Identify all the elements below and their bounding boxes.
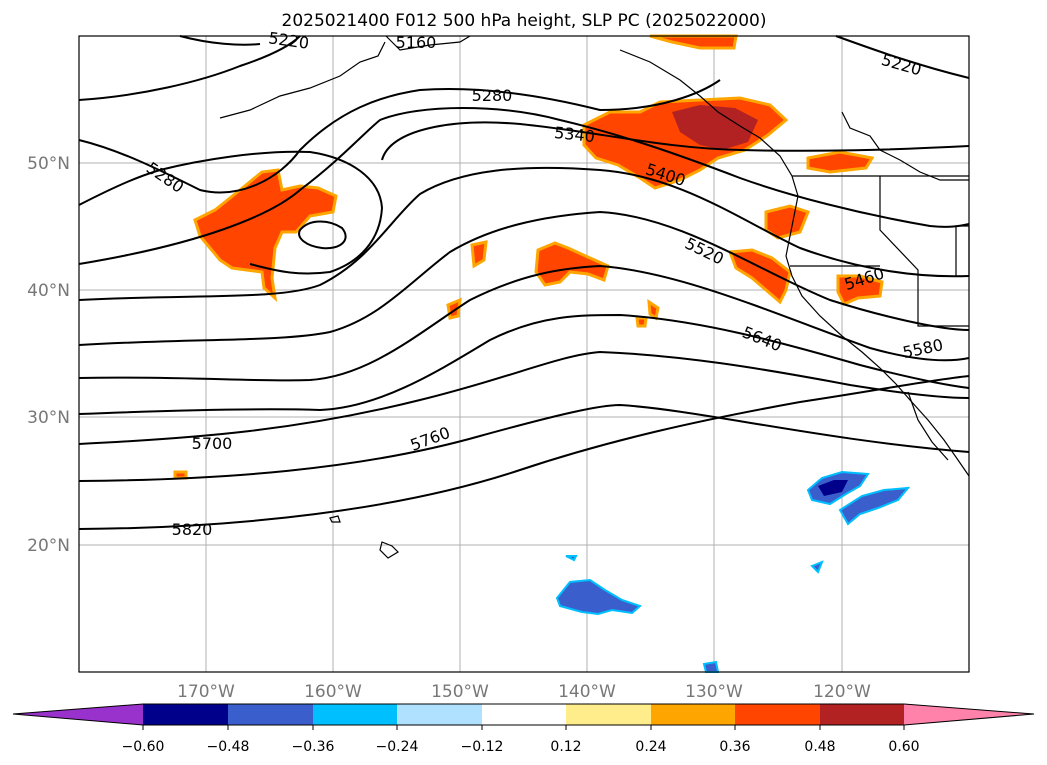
anomaly-blob-small-3 [635,316,648,328]
border-canada-a [841,111,969,181]
map-panel: 5220 5160 5220 5280 5280 5340 5400 5520 … [78,28,970,673]
colorbar-tick-label: −0.12 [461,739,504,755]
anomaly-max-mexico [818,480,848,496]
coast-hawaii [379,541,399,559]
colorbar-tick-label: 0.12 [550,739,581,755]
colorbar-tick-label: 0.60 [888,739,919,755]
colorbar-segment [482,704,566,725]
lat-label: 40°N [27,281,70,301]
anomaly-blob-small-2 [446,297,462,320]
coast-aleutians [219,41,386,119]
lat-label: 30°N [27,408,70,428]
contour-low-center [298,220,347,250]
colorbar-tick-label: −0.60 [122,739,165,755]
contour-5340-east [381,121,970,161]
anomaly-blob-small-8 [702,660,720,673]
coastlines [219,35,970,559]
longitude-labels: 170°W 160°W 150°W 140°W 130°W 120°W [177,682,871,702]
colorbar-tick-label: 0.36 [719,739,750,755]
contour-5640 [78,313,970,415]
contour-5400 [78,107,970,265]
lat-label: 20°N [27,536,70,556]
colorbar-segment [566,704,651,725]
anomaly-blob-mexico-2 [838,486,911,526]
graticule [79,36,969,672]
colorbar-ticks [142,725,905,730]
contour-5340 [78,150,384,275]
anomaly-negative [555,470,911,673]
anomaly-blob-small-1 [470,240,488,269]
contour-5280 [78,79,721,194]
lat-label: 50°N [27,154,70,174]
colorbar-tick-label: 0.48 [804,739,835,755]
lon-label: 130°W [685,682,743,702]
contour-label: 5160 [396,33,437,52]
contour-label: 5340 [553,123,595,146]
lon-label: 160°W [304,682,362,702]
lon-label: 120°W [813,682,871,702]
anomaly-blob-canada [806,150,875,174]
contour-5700 [78,350,970,445]
map-background [79,36,969,672]
anomaly-positive [173,34,884,480]
colorbar-tick-label: −0.48 [207,739,250,755]
contour-5520 [78,210,970,346]
contour-label: 5280 [472,86,513,105]
colorbar: −0.60 −0.48 −0.36 −0.24 −0.12 0.12 0.24 … [12,703,1035,755]
coast-west-north-america [619,49,970,477]
colorbar-segment [651,704,735,725]
lon-label: 170°W [177,682,235,702]
contour-label: 5820 [172,520,213,539]
colorbar-segment [397,704,482,725]
colorbar-segment [313,704,397,725]
anomaly-blob-south [555,578,642,616]
anomaly-blob-north-pacific [193,168,338,302]
colorbar-segment [735,704,820,725]
colorbar-extend-high [904,704,1034,725]
anomaly-blob-california [727,248,792,305]
anomaly-blob-small-7 [565,555,578,562]
anomaly-blob-small-6 [810,560,824,574]
colorbar-tick-label: −0.36 [292,739,335,755]
coast-baja [907,391,949,461]
anomaly-blob-central [534,241,610,287]
lon-label: 140°W [558,682,616,702]
anomaly-blob-nevada [836,274,884,306]
colorbar-tick-labels: −0.60 −0.48 −0.36 −0.24 −0.12 0.12 0.24 … [122,739,920,755]
colorbar-extend-low [13,704,143,725]
colorbar-tick-label: −0.24 [376,739,419,755]
anomaly-max-gulf-of-alaska [672,105,758,150]
contour-5220-west [78,35,301,101]
contour-5460 [78,166,970,301]
map-frame [78,35,970,673]
height-contours [78,35,970,530]
colorbar-segment [820,704,904,725]
colorbar-segment [143,704,228,725]
colorbar-segment [228,704,313,725]
colorbar-tick-label: 0.24 [635,739,666,755]
anomaly-blob-small-5 [173,470,188,480]
lon-label: 150°W [431,682,489,702]
figure-title: 2025021400 F012 500 hPa height, SLP PC (… [282,11,767,31]
contour-5760 [78,403,970,482]
latitude-labels: 50°N 40°N 30°N 20°N [27,154,70,556]
coast-hawaii-2 [329,515,341,523]
contour-label: 5700 [192,434,233,453]
contour-5580 [78,264,970,382]
contour-5220-a [179,35,261,46]
contour-5220-east [835,35,970,79]
coast-alaska-south [385,35,471,51]
